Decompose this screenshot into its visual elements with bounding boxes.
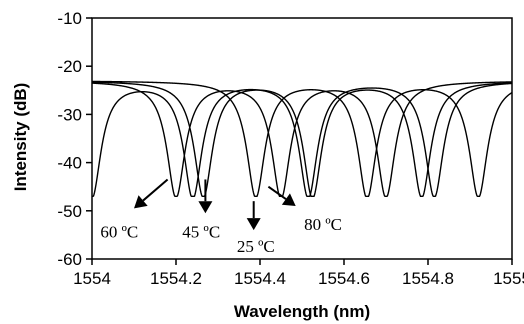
- arrow-80c-head: [281, 193, 296, 206]
- y-tick-label: -40: [57, 154, 82, 173]
- y-tick-label: -20: [57, 57, 82, 76]
- arrow-60c-head: [134, 195, 148, 209]
- label-80c: 80 ºC: [304, 215, 342, 234]
- x-tick-label: 1554.8: [402, 269, 454, 288]
- arrow-45c-head: [198, 201, 213, 214]
- spectrum-curves: [92, 80, 512, 198]
- spectrum-series-4: [92, 82, 512, 198]
- x-tick-label: 1554: [73, 269, 111, 288]
- y-tick-label: -50: [57, 202, 82, 221]
- y-axis-title: Intensity (dB): [11, 83, 30, 192]
- label-45c: 45 ºC: [182, 222, 220, 241]
- x-tick-label: 1554.4: [234, 269, 286, 288]
- label-25c: 25 ºC: [237, 237, 275, 256]
- plot-frame: [91, 17, 513, 260]
- spectrum-series-1: [92, 80, 512, 198]
- arrow-25c-head: [246, 218, 261, 231]
- arrow-60c-shaft: [142, 178, 169, 202]
- x-axis-title: Wavelength (nm): [234, 302, 370, 321]
- y-tick-label: -60: [57, 250, 82, 269]
- arrow-80c-shaft: [267, 185, 287, 200]
- plot-axes: 1554 1554.2 1554.4 1554.6 1554.8 1555 -10 -20 -3…: [57, 9, 524, 288]
- temperature-annotations: 60 ºC 45 ºC 25 ºC 80 ºC: [100, 178, 342, 256]
- y-tick-label: -30: [57, 105, 82, 124]
- x-tick-label: 1555: [493, 269, 524, 288]
- x-tick-label: 1554.6: [318, 269, 370, 288]
- spectrum-series-3: [92, 81, 512, 198]
- spectrum-series-2: [92, 81, 512, 198]
- x-tick-label: 1554.2: [150, 269, 202, 288]
- y-tick-label: -10: [57, 9, 82, 28]
- label-60c: 60 ºC: [100, 222, 138, 241]
